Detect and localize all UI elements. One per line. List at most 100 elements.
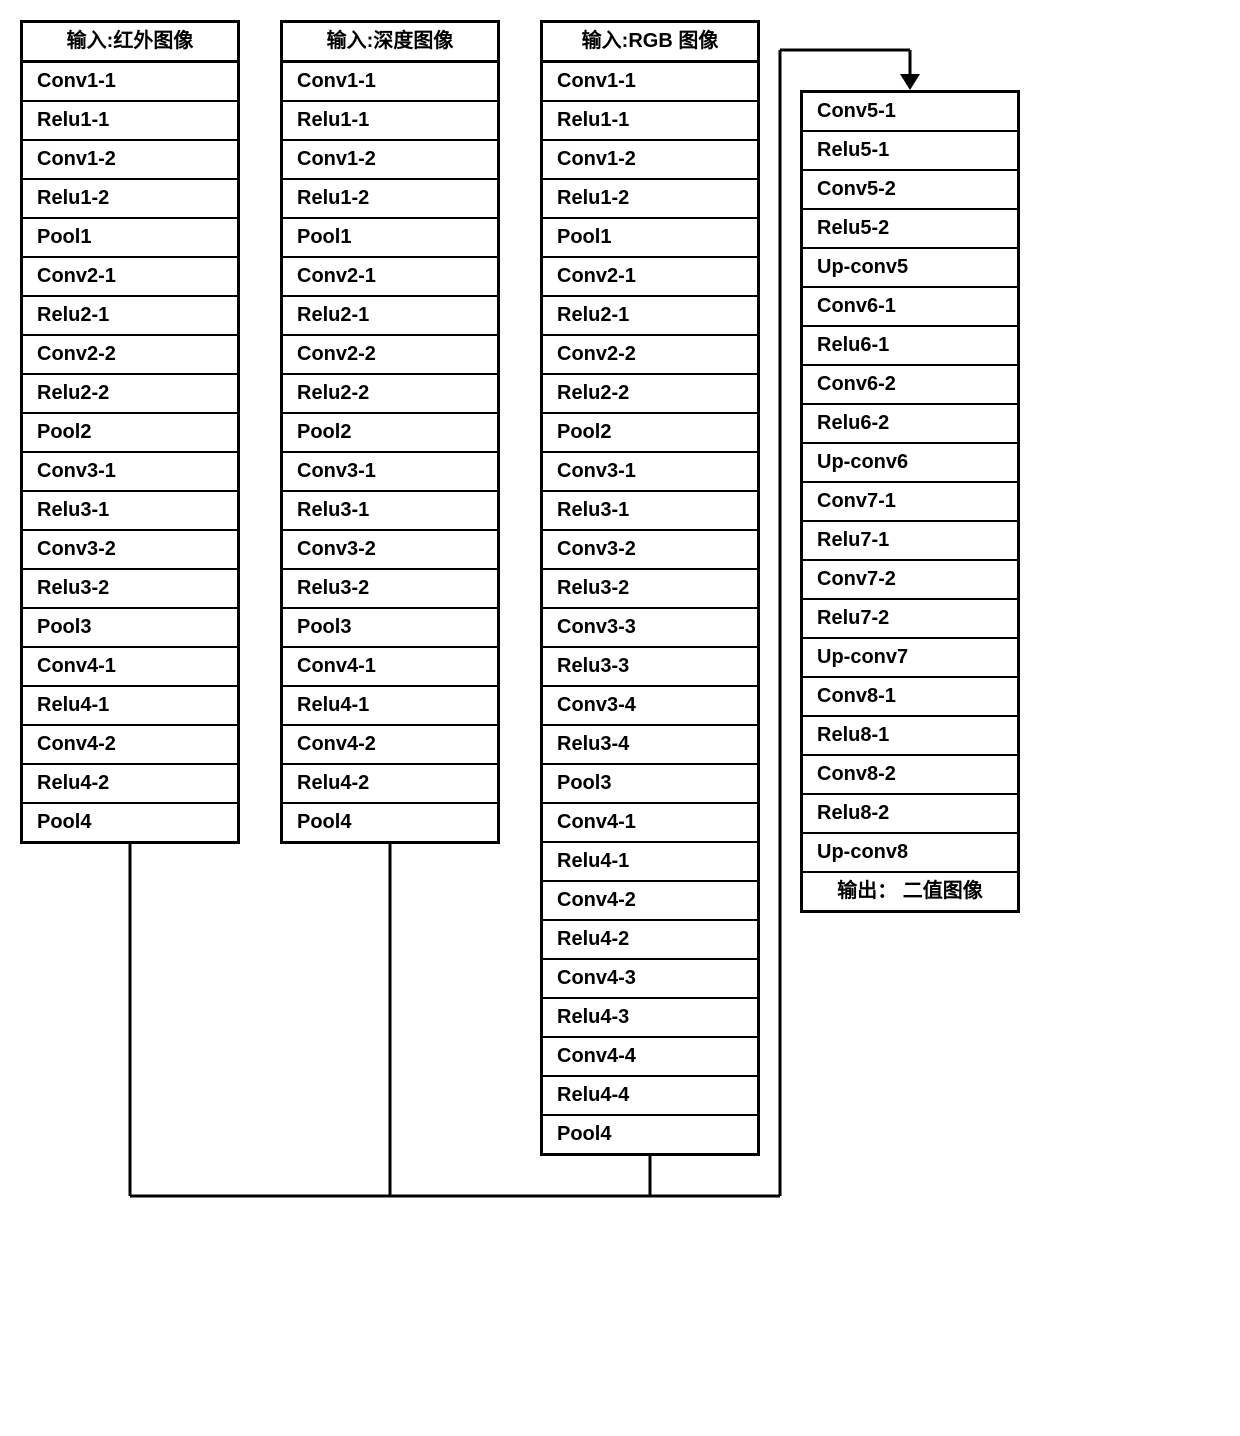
layer-cell: Pool2	[283, 414, 497, 453]
layer-cell: Conv2-1	[23, 258, 237, 297]
layer-cell: Relu3-4	[543, 726, 757, 765]
layer-cell: Relu6-2	[803, 405, 1017, 444]
layer-cell: Relu3-1	[23, 492, 237, 531]
layer-cell: Relu7-1	[803, 522, 1017, 561]
layer-cell: Pool4	[543, 1116, 757, 1153]
layer-cell: Conv3-2	[23, 531, 237, 570]
layer-cell: Pool3	[23, 609, 237, 648]
layer-cell: Conv1-2	[23, 141, 237, 180]
layer-cell: Relu3-3	[543, 648, 757, 687]
layer-cell: Relu6-1	[803, 327, 1017, 366]
layer-cell: Relu3-1	[543, 492, 757, 531]
layer-cell: Conv2-2	[283, 336, 497, 375]
layer-cell: Relu2-1	[283, 297, 497, 336]
layer-cell: Up-conv7	[803, 639, 1017, 678]
layer-cell: Relu5-2	[803, 210, 1017, 249]
layer-cell: Pool1	[283, 219, 497, 258]
layer-cell: Conv2-1	[283, 258, 497, 297]
stack-rgb: 输入:RGB 图像Conv1-1Relu1-1Conv1-2Relu1-2Poo…	[540, 20, 760, 1156]
header-cell: 输入:红外图像	[23, 23, 237, 63]
layer-cell: Conv5-1	[803, 93, 1017, 132]
layer-cell: Relu1-1	[543, 102, 757, 141]
column-depth: 输入:深度图像Conv1-1Relu1-1Conv1-2Relu1-2Pool1…	[280, 20, 500, 844]
layer-cell: Relu2-2	[23, 375, 237, 414]
layer-cell: Conv1-1	[23, 63, 237, 102]
layer-cell: Conv4-4	[543, 1038, 757, 1077]
column-rgb: 输入:RGB 图像Conv1-1Relu1-1Conv1-2Relu1-2Poo…	[540, 20, 760, 1156]
layer-cell: Conv1-2	[283, 141, 497, 180]
layer-cell: Relu2-1	[23, 297, 237, 336]
stack-depth: 输入:深度图像Conv1-1Relu1-1Conv1-2Relu1-2Pool1…	[280, 20, 500, 844]
layer-cell: Up-conv6	[803, 444, 1017, 483]
layer-cell: Pool1	[543, 219, 757, 258]
layer-cell: Relu4-1	[543, 843, 757, 882]
header-cell: 输入:深度图像	[283, 23, 497, 63]
layer-cell: Conv3-3	[543, 609, 757, 648]
layer-cell: Conv4-2	[23, 726, 237, 765]
layer-cell: Relu5-1	[803, 132, 1017, 171]
column-infrared: 输入:红外图像Conv1-1Relu1-1Conv1-2Relu1-2Pool1…	[20, 20, 240, 844]
layer-cell: Pool4	[23, 804, 237, 841]
layer-cell: Relu1-2	[23, 180, 237, 219]
layer-cell: Conv3-2	[283, 531, 497, 570]
layer-cell: Relu2-2	[543, 375, 757, 414]
layer-cell: Conv3-2	[543, 531, 757, 570]
layer-cell: Relu3-1	[283, 492, 497, 531]
layer-cell: Relu4-2	[23, 765, 237, 804]
layer-cell: Relu4-1	[283, 687, 497, 726]
stack-decoder: Conv5-1Relu5-1Conv5-2Relu5-2Up-conv5Conv…	[800, 90, 1020, 913]
layer-cell: Conv4-1	[283, 648, 497, 687]
layer-cell: Conv8-1	[803, 678, 1017, 717]
layer-cell: Conv1-1	[543, 63, 757, 102]
layer-cell: Relu7-2	[803, 600, 1017, 639]
network-diagram: 输入:红外图像Conv1-1Relu1-1Conv1-2Relu1-2Pool1…	[20, 20, 1220, 1216]
layer-cell: Conv1-2	[543, 141, 757, 180]
layer-cell: Conv3-4	[543, 687, 757, 726]
layer-cell: Relu1-1	[23, 102, 237, 141]
header-cell: 输入:RGB 图像	[543, 23, 757, 63]
layer-cell: Pool2	[543, 414, 757, 453]
layer-cell: Conv6-1	[803, 288, 1017, 327]
column-decoder: Conv5-1Relu5-1Conv5-2Relu5-2Up-conv5Conv…	[800, 90, 1020, 913]
layer-cell: Conv2-1	[543, 258, 757, 297]
layer-cell: Conv1-1	[283, 63, 497, 102]
layer-cell: Conv7-2	[803, 561, 1017, 600]
layer-cell: Up-conv5	[803, 249, 1017, 288]
stack-infrared: 输入:红外图像Conv1-1Relu1-1Conv1-2Relu1-2Pool1…	[20, 20, 240, 844]
layer-cell: Pool3	[283, 609, 497, 648]
layer-cell: Conv5-2	[803, 171, 1017, 210]
layer-cell: Relu3-2	[23, 570, 237, 609]
footer-cell: 输出： 二值图像	[803, 873, 1017, 910]
layer-cell: Conv4-1	[23, 648, 237, 687]
layer-cell: Pool4	[283, 804, 497, 841]
layer-cell: Relu1-2	[283, 180, 497, 219]
layer-cell: Conv4-3	[543, 960, 757, 999]
layer-cell: Conv4-2	[543, 882, 757, 921]
layer-cell: Relu4-1	[23, 687, 237, 726]
layer-cell: Relu1-1	[283, 102, 497, 141]
layer-cell: Relu8-1	[803, 717, 1017, 756]
layer-cell: Relu2-1	[543, 297, 757, 336]
columns-container: 输入:红外图像Conv1-1Relu1-1Conv1-2Relu1-2Pool1…	[20, 20, 1220, 1156]
layer-cell: Conv3-1	[543, 453, 757, 492]
layer-cell: Conv7-1	[803, 483, 1017, 522]
layer-cell: Conv8-2	[803, 756, 1017, 795]
layer-cell: Up-conv8	[803, 834, 1017, 873]
layer-cell: Pool1	[23, 219, 237, 258]
layer-cell: Conv2-2	[543, 336, 757, 375]
layer-cell: Relu4-2	[543, 921, 757, 960]
layer-cell: Relu3-2	[543, 570, 757, 609]
layer-cell: Relu4-2	[283, 765, 497, 804]
layer-cell: Conv4-1	[543, 804, 757, 843]
layer-cell: Relu2-2	[283, 375, 497, 414]
layer-cell: Conv3-1	[283, 453, 497, 492]
layer-cell: Conv2-2	[23, 336, 237, 375]
layer-cell: Conv4-2	[283, 726, 497, 765]
layer-cell: Conv3-1	[23, 453, 237, 492]
layer-cell: Relu3-2	[283, 570, 497, 609]
layer-cell: Pool3	[543, 765, 757, 804]
layer-cell: Relu8-2	[803, 795, 1017, 834]
layer-cell: Relu4-4	[543, 1077, 757, 1116]
layer-cell: Pool2	[23, 414, 237, 453]
layer-cell: Conv6-2	[803, 366, 1017, 405]
